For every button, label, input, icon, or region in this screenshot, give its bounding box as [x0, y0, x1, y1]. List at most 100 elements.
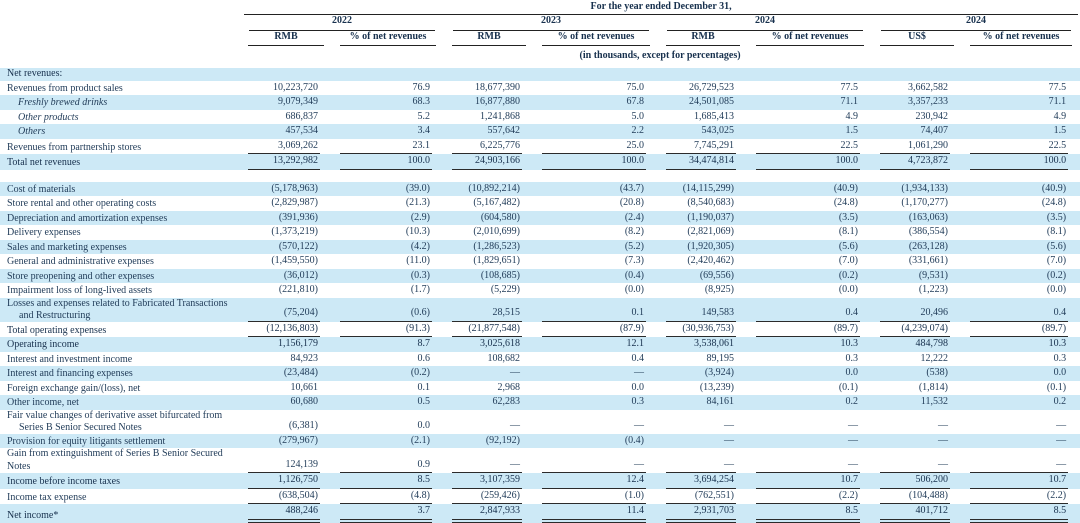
cell-value-text: 74,407: [920, 125, 949, 136]
cell-value: (221,810): [240, 283, 332, 298]
cell-value-text: 0.5: [417, 396, 431, 407]
cell-value: 5.2: [332, 110, 444, 125]
cell-value-text: 26,729,523: [689, 81, 734, 93]
table-row: Freshly brewed drinks 9,079,349 68.3 16,877…: [0, 95, 1080, 110]
cell-value: 13,292,982: [240, 154, 332, 170]
cell-value-text: 0.0: [631, 381, 645, 393]
cell-value-text: (5.6): [838, 240, 858, 252]
cell-value-text: —: [880, 458, 950, 473]
cell-value: —: [872, 434, 962, 449]
cell-value-text: (0.0): [1046, 284, 1067, 295]
cell-value: (7.3): [534, 254, 658, 269]
cell-value-text: 2.2: [631, 125, 645, 136]
cell-value: —: [872, 410, 962, 434]
cell-value-text: [248, 69, 320, 81]
cell-value-text: (7.0): [1046, 255, 1067, 266]
cell-value: 76.9: [332, 81, 444, 96]
cell-value: (21.3): [332, 196, 444, 211]
cell-value: 10.7: [962, 473, 1080, 489]
cell-value: 6,225,776: [444, 139, 534, 154]
column-header: US$: [872, 31, 962, 46]
spacer-cell: [0, 170, 1080, 182]
cell-value-text: 71.1: [840, 96, 859, 107]
row-label: Depreciation and amortization expenses: [7, 212, 168, 224]
cell-value-text: 0.4: [631, 352, 645, 364]
cell-value-text: (5,178,963): [271, 182, 318, 194]
cell-value-text: (1,286,523): [473, 240, 520, 252]
cell-value: 1,126,750: [240, 473, 332, 489]
cell-value-text: 8.5: [756, 504, 860, 523]
row-label: Other products: [18, 111, 79, 123]
cell-value-text: (10,892,214): [468, 182, 520, 194]
cell-value: —: [444, 366, 534, 381]
cell-value-text: (8.1): [838, 226, 858, 237]
cell-value-text: (7.3): [624, 255, 644, 266]
cell-value-text: (89.7): [756, 322, 860, 337]
cell-value: (1,829,651): [444, 254, 534, 269]
cell-value: (4.2): [332, 240, 444, 255]
cell-value-text: 6,225,776: [452, 139, 522, 154]
cell-value: —: [658, 410, 748, 434]
cell-value: (570,122): [240, 240, 332, 255]
cell-value: (0.2): [332, 366, 444, 381]
cell-value: (0.1): [962, 381, 1080, 396]
cell-value: —: [444, 410, 534, 434]
cell-value: 84,923: [240, 352, 332, 367]
cell-value-text: (13,239): [699, 381, 734, 393]
cell-value-text: —: [756, 458, 860, 473]
cell-value: 0.0: [962, 366, 1080, 381]
cell-value: 3,107,359: [444, 473, 534, 489]
cell-value: 100.0: [962, 154, 1080, 170]
cell-value-text: —: [666, 458, 736, 473]
cell-value-text: 34,474,814: [666, 154, 736, 170]
cell-value-text: [666, 69, 736, 81]
cell-value-text: 11.4: [542, 504, 646, 523]
table-row: Income before income taxes 1,126,750 8.5 3,…: [0, 473, 1080, 489]
cell-value: (89.7): [962, 322, 1080, 337]
row-label: Fair value changes of derivative asset b…: [7, 409, 223, 433]
cell-value: (30,936,753): [658, 322, 748, 337]
column-header-label: % of net revenues: [542, 31, 650, 46]
cell-value-text: (87.9): [542, 322, 646, 337]
cell-value-text: 76.9: [412, 81, 431, 93]
cell-value: 0.3: [748, 352, 872, 367]
cell-value-text: 3,357,233: [908, 96, 948, 107]
cell-value-text: (3,924): [704, 367, 734, 378]
cell-value: 1.5: [962, 124, 1080, 139]
row-label: Operating income: [7, 339, 79, 350]
cell-value: 100.0: [748, 154, 872, 170]
table-row: Depreciation and amortization expenses (3…: [0, 210, 1080, 225]
cell-value: 0.0: [748, 366, 872, 381]
cell-value: 3,357,233: [872, 95, 962, 110]
cell-value-text: 3,538,061: [694, 338, 734, 349]
cell-value: 10,661: [240, 381, 332, 396]
cell-value-text: —: [634, 367, 644, 378]
cell-value-text: 0.4: [970, 306, 1069, 322]
cell-value-text: (0.2): [838, 269, 858, 281]
cell-value-text: (1,190,037): [687, 211, 734, 223]
row-label: Total operating expenses: [7, 324, 107, 336]
cell-value: (5,167,482): [444, 196, 534, 211]
cell-value-text: 23.1: [340, 139, 432, 154]
cell-value-text: 0.2: [1053, 396, 1067, 407]
units-row: (in thousands, except for percentages): [0, 46, 1080, 68]
cell-value: 34,474,814: [658, 154, 748, 170]
cell-value: 686,837: [240, 110, 332, 125]
cell-value-text: 3,662,582: [908, 81, 948, 93]
row-label: Sales and marketing expenses: [7, 241, 127, 253]
cell-value: 7,745,291: [658, 139, 748, 154]
cell-value-text: (10.3): [405, 226, 430, 237]
cell-value-text: 230,942: [915, 110, 949, 122]
cell-value-text: 1,241,868: [480, 110, 520, 122]
header-spacer-cell: [0, 46, 240, 68]
cell-value: (75,204): [240, 298, 332, 322]
cell-value-text: (75,204): [248, 306, 320, 322]
cell-value: (7.0): [962, 254, 1080, 269]
cell-value: (1,934,133): [872, 182, 962, 197]
cell-value-text: (11.0): [406, 255, 430, 266]
cell-value: (14,115,299): [658, 182, 748, 197]
cell-value-text: 401,712: [880, 504, 950, 523]
cell-value-text: 89,195: [706, 352, 735, 364]
cell-value-text: (12,136,803): [248, 322, 320, 337]
cell-value-text: (39.0): [405, 182, 430, 194]
